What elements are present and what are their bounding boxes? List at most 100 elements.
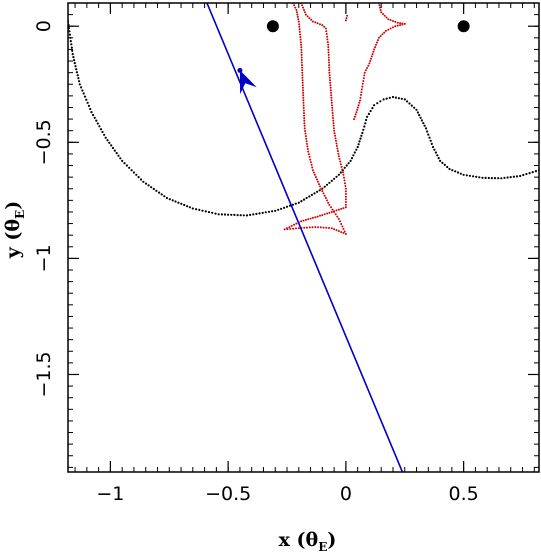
caustic-point: [340, 207, 343, 210]
caustic-point: [339, 220, 341, 223]
caustic-point: [330, 101, 333, 104]
caustic-point: [326, 35, 329, 38]
critical-curve-point: [328, 181, 331, 184]
critical-curve-point: [472, 175, 475, 178]
caustic-point: [337, 208, 340, 211]
critical-curve-point: [267, 210, 271, 213]
critical-curve-point: [343, 166, 346, 169]
critical-curve-point: [245, 214, 249, 217]
caustic-point: [392, 26, 394, 29]
critical-curve-point: [454, 170, 457, 173]
caustic-point: [296, 13, 299, 16]
critical-curve-point: [352, 154, 355, 157]
caustic-point: [304, 130, 307, 132]
caustic-point: [314, 21, 317, 24]
critical-curve-point: [394, 96, 397, 99]
critical-curve-point: [506, 176, 509, 179]
caustic-point: [303, 226, 306, 229]
caustic-point: [300, 43, 303, 46]
caustic-point: [327, 48, 330, 51]
caustic-point: [344, 206, 347, 209]
critical-curve-point: [468, 174, 471, 177]
caustic-point: [325, 226, 328, 229]
critical-curve-point: [519, 174, 522, 178]
critical-curve-point: [155, 189, 158, 192]
caustic-point: [306, 145, 309, 148]
caustic-point: [338, 157, 341, 160]
critical-curve-point: [86, 101, 89, 104]
caustic-point: [371, 53, 374, 56]
caustic-point: [307, 150, 310, 153]
caustic-point: [300, 220, 303, 223]
caustic-point: [322, 192, 325, 195]
caustic-point: [403, 22, 406, 25]
caustic-point: [328, 69, 331, 72]
critical-curve-point: [255, 212, 258, 215]
caustic-point: [304, 218, 307, 221]
caustic-point: [339, 163, 342, 166]
critical-curve-point: [180, 202, 183, 205]
caustic-point: [309, 161, 312, 164]
y-tick-label: 0: [33, 20, 55, 32]
caustic-point: [298, 23, 301, 26]
caustic-point: [332, 124, 335, 127]
caustic-point: [358, 101, 361, 104]
critical-curve-point: [258, 212, 261, 215]
caustic-point: [300, 56, 303, 59]
critical-curve-point: [347, 162, 350, 165]
caustic-point: [332, 119, 335, 122]
critical-curve-point: [443, 163, 446, 166]
critical-curve-point: [522, 173, 525, 177]
caustic-point: [303, 119, 306, 122]
critical-curve-point: [230, 213, 233, 216]
critical-curve-point: [236, 214, 239, 217]
critical-curve-point: [239, 214, 242, 217]
caustic-point: [356, 108, 359, 111]
caustic-point: [295, 227, 297, 230]
critical-curve-point: [363, 125, 366, 128]
caustic-point: [327, 46, 330, 49]
caustic-point: [329, 81, 332, 84]
critical-curve-point: [528, 172, 531, 175]
critical-curve-point: [420, 119, 423, 122]
critical-curve-point: [227, 213, 230, 216]
caustic-point: [303, 114, 306, 117]
caustic-point: [328, 66, 331, 69]
critical-curve-point: [168, 198, 171, 201]
x-axis-label: x (θE): [279, 529, 337, 554]
caustic-point: [343, 179, 346, 182]
caustic-point: [359, 96, 362, 99]
caustic-point: [339, 160, 342, 163]
caustic-point: [308, 226, 311, 229]
critical-curve-point: [349, 159, 352, 162]
critical-curve-point: [318, 189, 321, 192]
caustic-point: [305, 140, 308, 143]
critical-curve-point: [456, 171, 460, 174]
caustic-point: [323, 194, 326, 197]
caustic-point: [307, 218, 310, 221]
critical-curve-point: [174, 200, 177, 203]
caustic-point: [321, 24, 324, 27]
caustic-point: [329, 79, 331, 82]
y-axis-label: y (θE): [2, 201, 27, 259]
plot-frame: [67, 2, 540, 473]
caustic-point: [359, 99, 361, 102]
caustic-point: [341, 225, 344, 228]
critical-curve-point: [80, 86, 83, 89]
x-tick-label: −0.5: [205, 483, 251, 505]
caustic-point: [331, 208, 334, 211]
critical-curve-point: [111, 146, 115, 150]
critical-curve-point: [310, 193, 313, 196]
critical-curve-point: [302, 198, 306, 201]
critical-curve-point: [459, 172, 462, 175]
critical-curve-point: [308, 195, 311, 198]
critical-curve-point: [87, 104, 90, 107]
caustic-point: [313, 173, 316, 176]
caustic-point: [328, 71, 331, 74]
critical-curve-point: [419, 116, 422, 119]
critical-curve-point: [316, 190, 319, 193]
critical-curve-point: [96, 122, 99, 125]
caustic-point: [330, 96, 333, 99]
caustic-point: [303, 117, 306, 120]
